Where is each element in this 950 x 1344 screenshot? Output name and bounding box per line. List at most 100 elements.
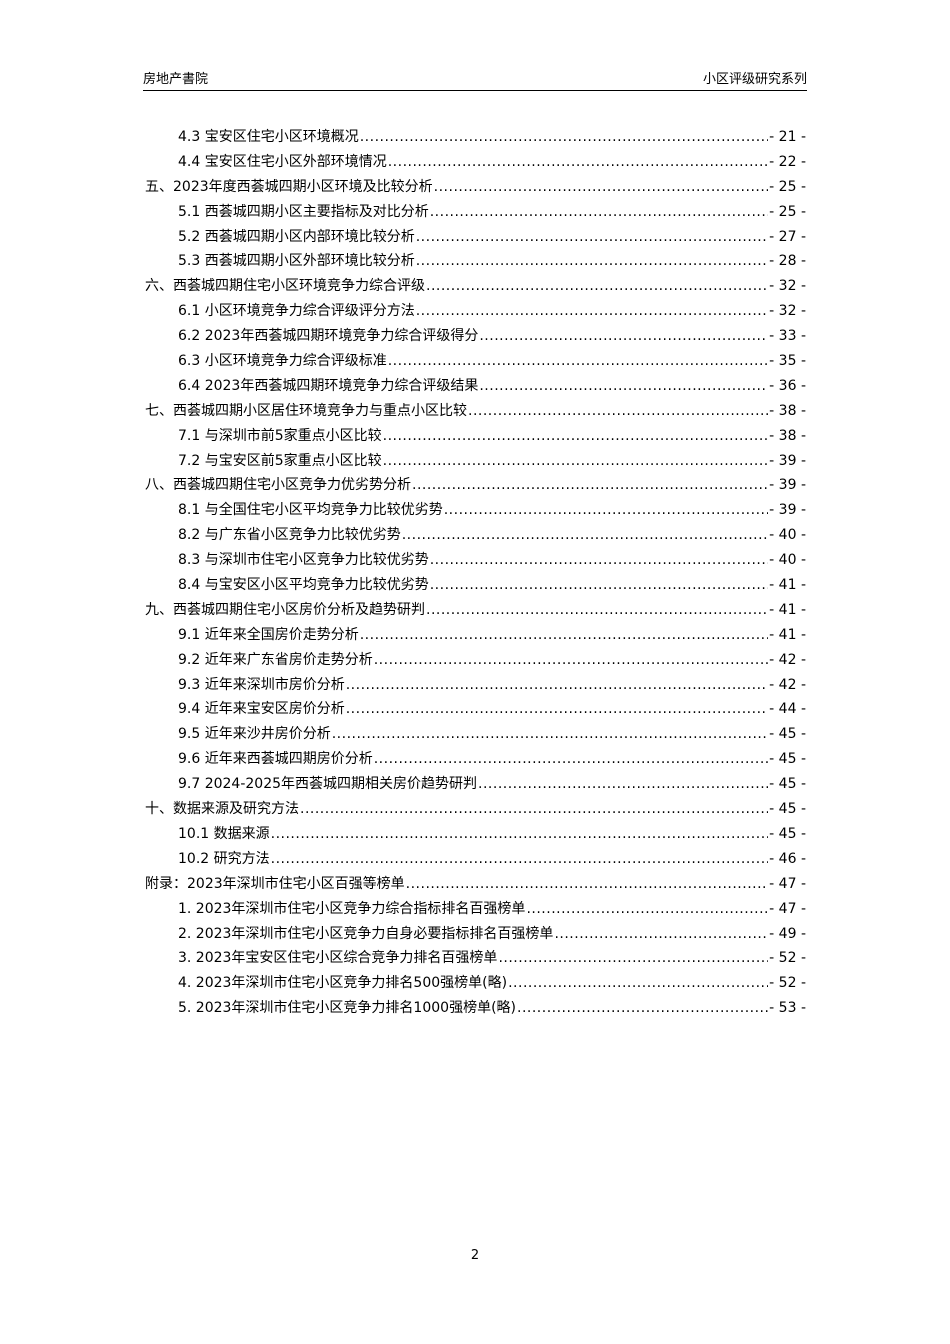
toc-entry[interactable]: 10.1 数据来源 - 45 - xyxy=(145,823,806,848)
toc-entry-page: - 45 - xyxy=(769,801,806,818)
toc-entry[interactable]: 五、2023年度西荟城四期小区环境及比较分析 - 25 - xyxy=(145,176,806,201)
toc-entry-page: - 25 - xyxy=(769,203,806,220)
toc-entry-title: 1. 2023年深圳市住宅小区竞争力综合指标排名百强榜单 xyxy=(178,900,526,917)
toc-entry[interactable]: 5.2 西荟城四期小区内部环境比较分析 - 27 - xyxy=(145,226,806,251)
toc-entry-title: 八、西荟城四期住宅小区竞争力优劣势分析 xyxy=(145,477,411,494)
toc-entry[interactable]: 5. 2023年深圳市住宅小区竞争力排名1000强榜单(略) - 53 - xyxy=(145,997,806,1022)
toc-entry[interactable]: 7.2 与宝安区前5家重点小区比较 - 39 - xyxy=(145,450,806,475)
toc-entry[interactable]: 十、数据来源及研究方法 - 45 - xyxy=(145,798,806,823)
toc-entry[interactable]: 六、西荟城四期住宅小区环境竞争力综合评级 - 32 - xyxy=(145,275,806,300)
dot-leader xyxy=(426,278,768,294)
toc-entry[interactable]: 9.7 2024-2025年西荟城四期相关房价趋势研判 - 45 - xyxy=(145,773,806,798)
toc-entry-page: - 45 - xyxy=(769,825,806,842)
toc-entry[interactable]: 8.3 与深圳市住宅小区竞争力比较优劣势 - 40 - xyxy=(145,549,806,574)
toc-entry-page: - 27 - xyxy=(769,228,806,245)
toc-entry[interactable]: 2. 2023年深圳市住宅小区竞争力自身必要指标排名百强榜单 - 49 - xyxy=(145,923,806,948)
toc-entry-title: 9.6 近年来西荟城四期房价分析 xyxy=(178,751,373,768)
toc-entry[interactable]: 9.3 近年来深圳市房价分析 - 42 - xyxy=(145,674,806,699)
toc-entry-title: 十、数据来源及研究方法 xyxy=(145,801,299,818)
toc-entry-title: 6.1 小区环境竞争力综合评级评分方法 xyxy=(178,303,415,320)
header-left-text: 房地产書院 xyxy=(143,72,209,87)
dot-leader xyxy=(360,129,768,145)
toc-entry-title: 2. 2023年深圳市住宅小区竞争力自身必要指标排名百强榜单 xyxy=(178,925,554,942)
dot-leader xyxy=(478,776,768,792)
toc-entry-page: - 44 - xyxy=(769,701,806,718)
dot-leader xyxy=(554,926,768,942)
dot-leader xyxy=(406,876,769,892)
toc-entry[interactable]: 七、西荟城四期小区居住环境竞争力与重点小区比较 - 38 - xyxy=(145,400,806,425)
toc-entry-page: - 41 - xyxy=(769,601,806,618)
toc-entry-page: - 41 - xyxy=(769,577,806,594)
dot-leader xyxy=(346,701,768,717)
toc-entry-title: 五、2023年度西荟城四期小区环境及比较分析 xyxy=(145,178,433,195)
toc-entry-title: 5.2 西荟城四期小区内部环境比较分析 xyxy=(178,228,415,245)
toc-entry[interactable]: 6.4 2023年西荟城四期环境竞争力综合评级结果 - 36 - xyxy=(145,375,806,400)
dot-leader xyxy=(479,378,768,394)
toc-entry-title: 七、西荟城四期小区居住环境竞争力与重点小区比较 xyxy=(145,402,467,419)
toc-entry-page: - 28 - xyxy=(769,253,806,270)
toc-entry-title: 10.2 研究方法 xyxy=(178,850,270,867)
dot-leader xyxy=(360,627,768,643)
toc-entry-title: 4.3 宝安区住宅小区环境概况 xyxy=(178,129,359,145)
toc-entry[interactable]: 9.5 近年来沙井房价分析 - 45 - xyxy=(145,723,806,748)
page-number: 2 xyxy=(470,1248,480,1263)
dot-leader xyxy=(374,751,768,767)
toc-entry[interactable]: 6.2 2023年西荟城四期环境竞争力综合评级得分 - 33 - xyxy=(145,325,806,350)
toc-entry[interactable]: 九、西荟城四期住宅小区房价分析及趋势研判 - 41 - xyxy=(145,599,806,624)
dot-leader xyxy=(416,253,768,269)
dot-leader xyxy=(430,577,768,593)
toc-entry[interactable]: 7.1 与深圳市前5家重点小区比较 - 38 - xyxy=(145,425,806,450)
dot-leader xyxy=(479,328,768,344)
toc-entry[interactable]: 10.2 研究方法 - 46 - xyxy=(145,848,806,873)
toc-entry-title: 附录：2023年深圳市住宅小区百强等榜单 xyxy=(145,875,405,892)
toc-entry-page: - 38 - xyxy=(769,427,806,444)
dot-leader xyxy=(300,801,768,817)
toc-entry[interactable]: 6.1 小区环境竞争力综合评级评分方法 - 32 - xyxy=(145,300,806,325)
toc-entry-page: - 39 - xyxy=(769,452,806,469)
toc-entry-title: 10.1 数据来源 xyxy=(178,825,270,842)
dot-leader xyxy=(412,477,768,493)
toc-entry[interactable]: 八、西荟城四期住宅小区竞争力优劣势分析 - 39 - xyxy=(145,474,806,499)
toc-entry-title: 6.3 小区环境竞争力综合评级标准 xyxy=(178,353,387,370)
toc-entry-page: - 36 - xyxy=(769,377,806,394)
toc-entry-title: 六、西荟城四期住宅小区环境竞争力综合评级 xyxy=(145,278,425,295)
toc-entry-page: - 46 - xyxy=(769,850,806,867)
dot-leader xyxy=(498,950,768,966)
dot-leader xyxy=(434,179,769,195)
toc-entry[interactable]: 附录：2023年深圳市住宅小区百强等榜单 - 47 - xyxy=(145,873,806,898)
dot-leader xyxy=(271,851,769,867)
toc-entry[interactable]: 5.1 西荟城四期小区主要指标及对比分析 - 25 - xyxy=(145,201,806,226)
toc-entry[interactable]: 9.6 近年来西荟城四期房价分析 - 45 - xyxy=(145,748,806,773)
toc-entry[interactable]: 4.4 宝安区住宅小区外部环境情况 - 22 - xyxy=(145,151,806,176)
dot-leader xyxy=(388,154,768,170)
dot-leader xyxy=(508,975,768,991)
toc-entry-title: 5.1 西荟城四期小区主要指标及对比分析 xyxy=(178,203,429,220)
toc-entry-title: 8.2 与广东省小区竞争力比较优劣势 xyxy=(178,527,401,544)
toc-entry-page: - 39 - xyxy=(769,477,806,494)
toc-entry-page: - 21 - xyxy=(769,129,806,145)
toc-entry-page: - 39 - xyxy=(769,502,806,519)
toc-entry-page: - 52 - xyxy=(769,950,806,967)
toc-entry[interactable]: 3. 2023年宝安区住宅小区综合竞争力排名百强榜单 - 52 - xyxy=(145,947,806,972)
toc-entry-title: 9.1 近年来全国房价走势分析 xyxy=(178,626,359,643)
toc-entry[interactable]: 8.4 与宝安区小区平均竞争力比较优劣势 - 41 - xyxy=(145,574,806,599)
dot-leader xyxy=(271,826,769,842)
toc-entry[interactable]: 1. 2023年深圳市住宅小区竞争力综合指标排名百强榜单 - 47 - xyxy=(145,898,806,923)
toc-entry-page: - 32 - xyxy=(769,278,806,295)
toc-entry[interactable]: 8.2 与广东省小区竞争力比较优劣势 - 40 - xyxy=(145,524,806,549)
toc-entry-page: - 22 - xyxy=(769,153,806,170)
toc-entry[interactable]: 5.3 西荟城四期小区外部环境比较分析 - 28 - xyxy=(145,250,806,275)
dot-leader xyxy=(388,353,768,369)
toc-entry[interactable]: 4.3 宝安区住宅小区环境概况 - 21 - xyxy=(145,126,806,151)
toc-entry-title: 9.3 近年来深圳市房价分析 xyxy=(178,676,345,693)
dot-leader xyxy=(430,204,768,220)
toc-entry[interactable]: 6.3 小区环境竞争力综合评级标准 - 35 - xyxy=(145,350,806,375)
toc-entry[interactable]: 9.4 近年来宝安区房价分析 - 44 - xyxy=(145,698,806,723)
toc-entry[interactable]: 9.1 近年来全国房价走势分析 - 41 - xyxy=(145,624,806,649)
toc-entry[interactable]: 8.1 与全国住宅小区平均竞争力比较优劣势 - 39 - xyxy=(145,499,806,524)
toc-entry-page: - 45 - xyxy=(769,751,806,768)
dot-leader xyxy=(332,726,768,742)
toc-entry[interactable]: 9.2 近年来广东省房价走势分析 - 42 - xyxy=(145,649,806,674)
dot-leader xyxy=(517,1000,768,1016)
toc-entry[interactable]: 4. 2023年深圳市住宅小区竞争力排名500强榜单(略) - 52 - xyxy=(145,972,806,997)
